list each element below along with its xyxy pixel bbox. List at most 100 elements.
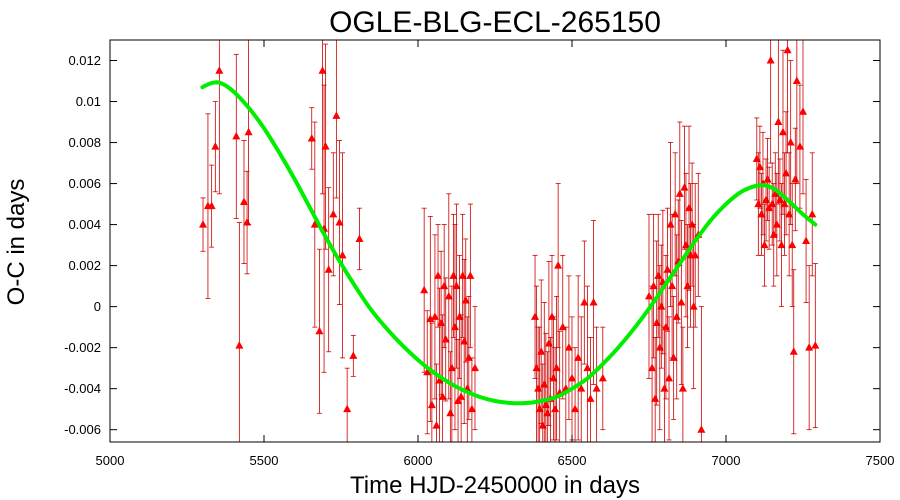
point-marker xyxy=(777,240,786,249)
data-point xyxy=(461,238,470,363)
plot-area xyxy=(199,40,820,442)
point-marker xyxy=(651,394,660,402)
point-marker xyxy=(438,392,447,400)
point-marker xyxy=(199,220,208,228)
point-marker xyxy=(440,281,449,290)
point-marker xyxy=(755,162,764,171)
data-point xyxy=(423,310,432,435)
point-marker xyxy=(799,107,807,115)
point-marker xyxy=(652,318,661,327)
data-point xyxy=(444,193,453,400)
point-marker xyxy=(243,218,252,226)
point-marker xyxy=(329,209,338,218)
point-marker xyxy=(577,384,586,392)
data-point xyxy=(432,363,441,442)
point-marker xyxy=(244,127,253,136)
point-marker xyxy=(665,373,674,382)
data-point xyxy=(665,316,674,441)
point-marker xyxy=(765,203,774,212)
point-marker xyxy=(791,174,800,183)
point-marker xyxy=(762,195,771,203)
point-marker xyxy=(461,295,470,304)
point-marker xyxy=(444,291,453,300)
point-marker xyxy=(541,400,550,409)
data-point xyxy=(691,183,700,328)
data-point xyxy=(466,203,475,349)
point-marker xyxy=(534,384,543,392)
point-marker xyxy=(681,240,690,249)
point-marker xyxy=(792,76,801,85)
point-marker xyxy=(318,66,327,74)
y-tick-label: -0.004 xyxy=(64,381,101,396)
point-marker xyxy=(441,334,450,343)
point-marker xyxy=(785,209,794,218)
data-point xyxy=(681,172,690,318)
data-point xyxy=(452,203,461,369)
point-marker xyxy=(543,408,552,417)
point-marker xyxy=(697,425,706,433)
data-point xyxy=(574,275,583,441)
data-point xyxy=(778,49,787,215)
point-marker xyxy=(349,351,358,359)
point-marker xyxy=(432,421,441,429)
data-point xyxy=(215,40,224,195)
plot-frame xyxy=(109,39,881,443)
point-marker xyxy=(663,265,672,273)
y-axis-title: O-C in days xyxy=(3,179,30,306)
point-marker xyxy=(470,363,479,372)
point-marker xyxy=(315,326,324,335)
x-tick-label: 7500 xyxy=(866,453,895,468)
point-marker xyxy=(215,66,224,74)
data-point xyxy=(321,43,330,250)
point-marker xyxy=(592,384,601,392)
point-marker xyxy=(802,236,811,244)
point-marker xyxy=(558,322,567,331)
point-marker xyxy=(671,209,680,218)
point-marker xyxy=(426,314,435,322)
point-marker xyxy=(795,142,804,150)
data-point xyxy=(789,269,798,435)
point-marker xyxy=(552,363,561,372)
point-marker xyxy=(689,302,698,310)
point-marker xyxy=(452,281,461,290)
point-marker xyxy=(540,380,549,388)
point-marker xyxy=(648,363,657,372)
point-marker xyxy=(549,373,558,382)
point-marker xyxy=(449,271,458,279)
data-point xyxy=(460,259,469,424)
point-marker xyxy=(211,142,220,150)
point-marker xyxy=(598,373,607,382)
point-marker xyxy=(554,261,563,269)
point-marker xyxy=(754,199,763,208)
point-marker xyxy=(450,322,459,331)
y-tick-label: 0.002 xyxy=(68,258,101,273)
data-point xyxy=(805,265,814,431)
point-marker xyxy=(335,218,344,226)
point-marker xyxy=(811,341,820,349)
point-marker xyxy=(458,271,467,279)
point-marker xyxy=(544,339,553,347)
data-point xyxy=(199,197,208,252)
point-marker xyxy=(307,133,316,142)
data-point xyxy=(437,250,446,396)
data-point xyxy=(571,347,580,442)
point-marker xyxy=(691,250,700,259)
data-point xyxy=(315,248,324,414)
y-tick-label: 0.006 xyxy=(68,176,101,191)
data-point xyxy=(782,111,791,236)
point-marker xyxy=(766,56,775,64)
x-tick-label: 6500 xyxy=(558,453,587,468)
point-marker xyxy=(310,220,319,228)
point-marker xyxy=(551,404,560,413)
data-point xyxy=(808,152,817,277)
point-marker xyxy=(531,312,540,320)
point-marker xyxy=(788,240,797,249)
data-point xyxy=(244,40,253,225)
point-marker xyxy=(467,404,476,413)
data-point xyxy=(580,240,589,365)
point-marker xyxy=(672,312,681,320)
point-marker xyxy=(207,201,216,210)
data-point xyxy=(239,140,248,264)
point-marker xyxy=(654,271,663,279)
point-marker xyxy=(760,240,769,249)
